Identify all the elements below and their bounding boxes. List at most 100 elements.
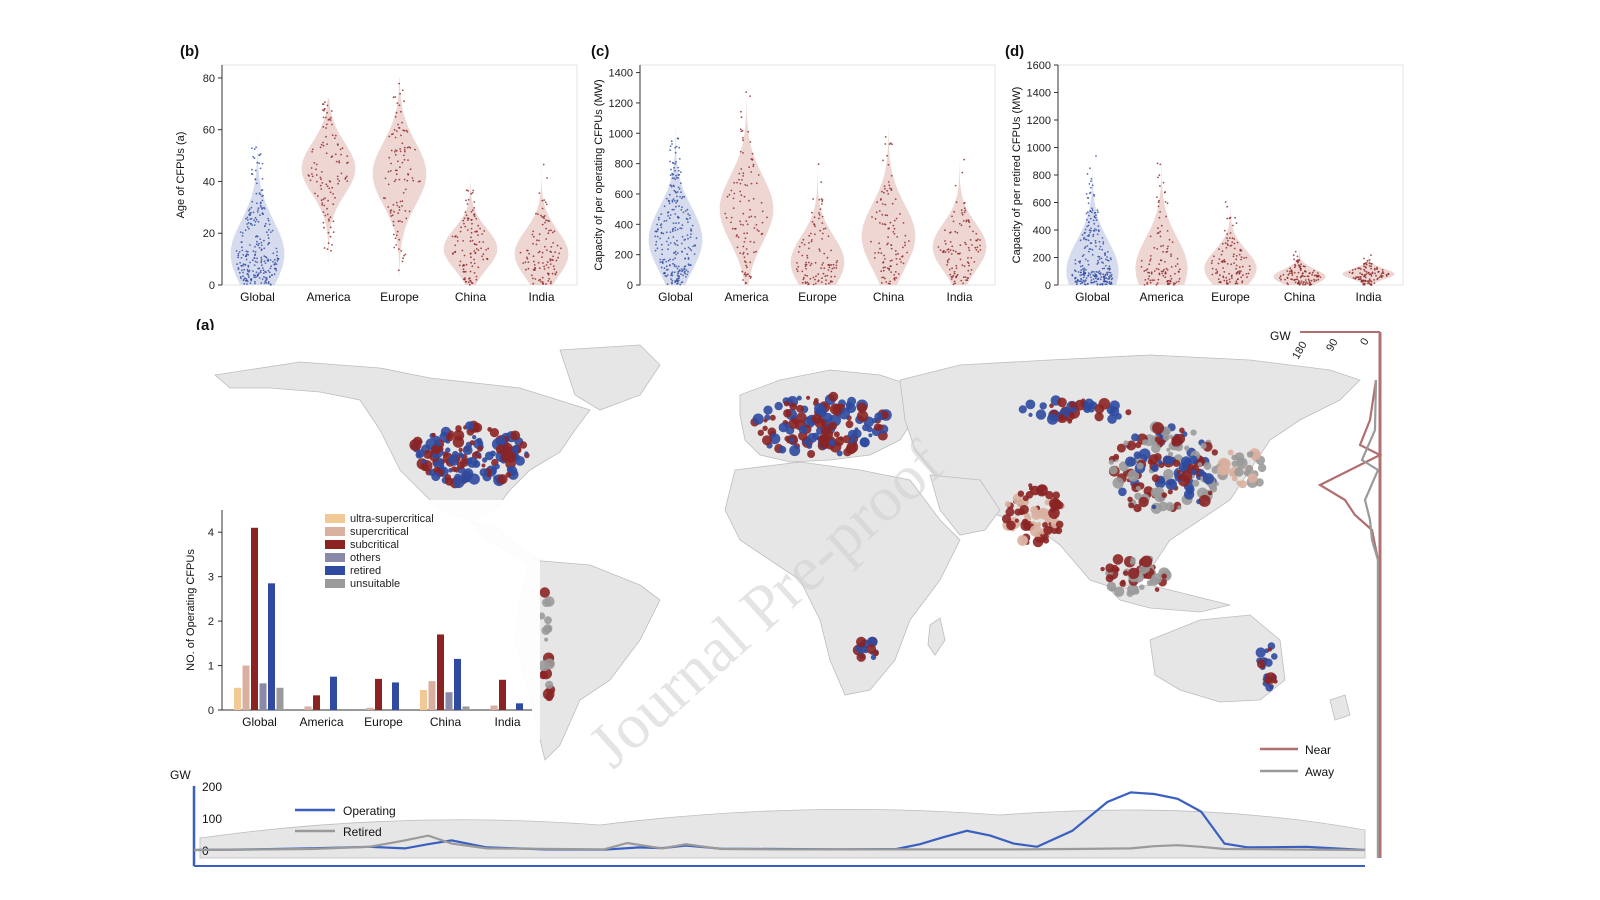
data-point [1229,281,1231,283]
inset-legend-swatch [325,579,345,588]
data-point [1087,224,1090,227]
data-point [884,203,887,206]
data-point [465,280,467,283]
data-point [1158,174,1161,177]
plant-marker [452,450,459,458]
data-point [327,218,330,221]
data-point [1155,283,1158,286]
data-point [322,144,325,147]
data-point [818,217,820,220]
data-point [1370,254,1372,256]
data-point [881,190,883,193]
data-point [662,262,664,264]
data-point [674,151,677,154]
data-point [398,209,401,211]
data-point [690,229,693,232]
data-point [810,232,812,235]
data-point [1143,270,1146,272]
data-point [669,242,672,244]
data-point [796,262,798,264]
data-point [1232,255,1235,258]
data-point [1079,274,1082,277]
data-point [262,194,264,197]
data-point [242,271,245,274]
data-point [247,209,250,212]
data-point [674,229,677,232]
violin-europe [1204,168,1257,285]
data-point [1226,205,1229,208]
data-point [681,250,683,253]
data-point [742,224,744,226]
plant-marker [497,474,508,485]
data-point [309,179,312,182]
data-point [668,202,671,205]
plant-marker [1207,490,1213,496]
data-point [676,137,679,140]
data-point [1226,233,1229,236]
data-point [259,167,262,170]
data-point [1104,283,1107,286]
data-point [1098,248,1101,251]
data-point [677,174,680,176]
plant-marker [1018,405,1027,414]
data-point [1238,271,1241,274]
data-point [1368,265,1371,267]
data-point [329,216,332,219]
data-point [1370,265,1372,268]
data-point [1144,279,1147,281]
data-point [893,233,896,235]
data-point [1222,276,1225,279]
data-point [1359,278,1362,280]
data-point [261,207,264,210]
data-point [1081,264,1084,267]
data-point [1147,278,1150,280]
data-point [1099,283,1101,286]
data-point [835,261,838,264]
data-point [667,248,669,251]
data-point [537,261,540,264]
data-point [274,267,277,270]
data-point [877,251,880,254]
data-point [1157,176,1159,179]
data-point [804,281,807,284]
data-point [665,240,668,243]
data-point [1245,256,1248,259]
data-point [404,210,407,212]
data-point [249,214,252,217]
data-point [550,246,553,248]
data-point [1240,270,1242,272]
data-point [452,252,454,255]
data-point [1096,233,1099,236]
data-point [479,227,481,230]
data-point [1092,278,1095,280]
plant-marker [451,466,457,472]
data-point [684,210,687,212]
data-point [1223,229,1226,232]
data-point [687,213,689,215]
data-point [796,270,799,273]
data-point [557,256,559,259]
inset-x-label-america: America [299,715,343,729]
plant-marker [1200,442,1207,450]
data-point [962,276,965,278]
plant-marker [1154,587,1160,592]
data-point [315,174,318,176]
data-point [1299,269,1302,272]
plant-marker [820,425,832,436]
data-point [1092,230,1095,232]
plant-marker [1058,414,1065,421]
data-point [682,211,685,214]
data-point [1169,275,1172,277]
data-point [271,274,273,276]
data-point [244,263,247,266]
data-point [243,268,246,271]
data-point [311,150,313,153]
data-point [734,227,736,230]
data-point [1210,262,1213,265]
data-point [255,182,258,185]
data-point [1233,253,1235,256]
plant-marker [1036,484,1048,497]
data-point [1368,259,1371,261]
data-point [818,198,821,201]
data-point [471,209,474,212]
